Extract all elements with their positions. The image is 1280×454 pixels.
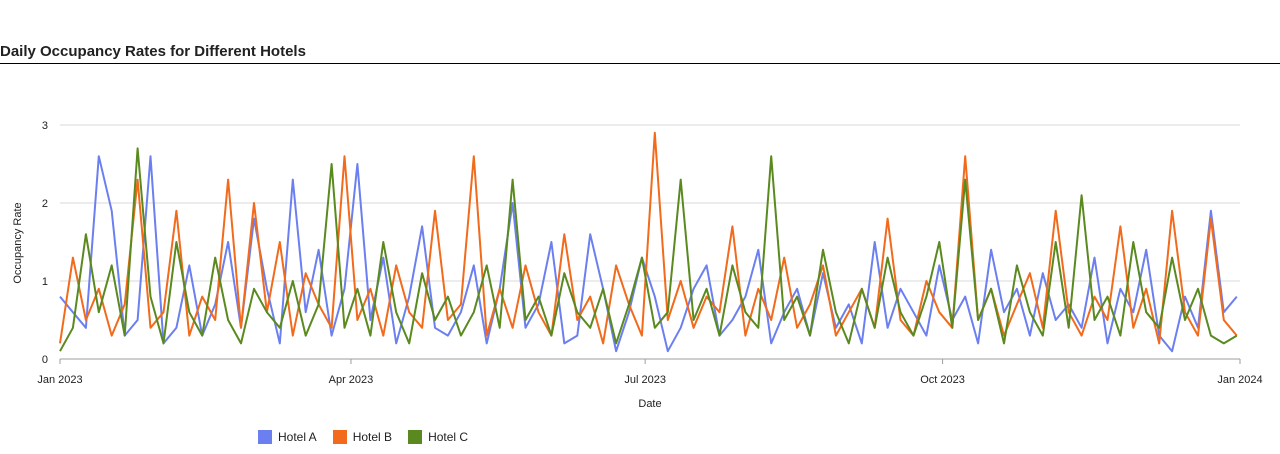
y-tick-label: 2 [42, 198, 48, 210]
legend-swatch [332, 430, 347, 444]
chart-legend: Hotel A Hotel B Hotel C [258, 430, 468, 444]
series-line-hotel-b [59, 131, 1238, 345]
y-tick-label: 3 [42, 120, 48, 132]
legend-item[interactable]: Hotel A [258, 430, 317, 444]
x-axis-label: Date [638, 398, 661, 410]
x-tick-label: Jul 2023 [624, 374, 666, 386]
y-tick-label: 0 [42, 354, 48, 366]
x-tick-label: Apr 2023 [329, 374, 374, 386]
x-tick-label: Jan 2023 [37, 374, 82, 386]
page-title: Daily Occupancy Rates for Different Hote… [0, 43, 306, 60]
legend-label: Hotel A [278, 430, 317, 444]
legend-item[interactable]: Hotel C [408, 430, 468, 444]
legend-label: Hotel C [428, 430, 469, 444]
gridlines [60, 124, 1240, 360]
x-tick-label: Oct 2023 [920, 374, 965, 386]
y-axis-ticks: 0 1 2 3 [42, 120, 48, 366]
legend-swatch [258, 430, 272, 444]
series-lines [59, 131, 1238, 353]
legend-item[interactable]: Hotel B [332, 430, 393, 444]
legend-label: Hotel B [352, 430, 393, 444]
y-axis-label: Occupancy Rate [12, 202, 24, 283]
y-tick-label: 1 [42, 276, 48, 288]
series-line-hotel-c [59, 147, 1238, 352]
x-tick-label: Jan 2024 [1217, 374, 1262, 386]
series-line-hotel-a [59, 155, 1238, 353]
x-axis-ticks: Jan 2023 Apr 2023 Jul 2023 Oct 2023 Jan 2024 [37, 359, 1263, 386]
title-divider [0, 63, 1280, 64]
legend-swatch [408, 430, 423, 444]
